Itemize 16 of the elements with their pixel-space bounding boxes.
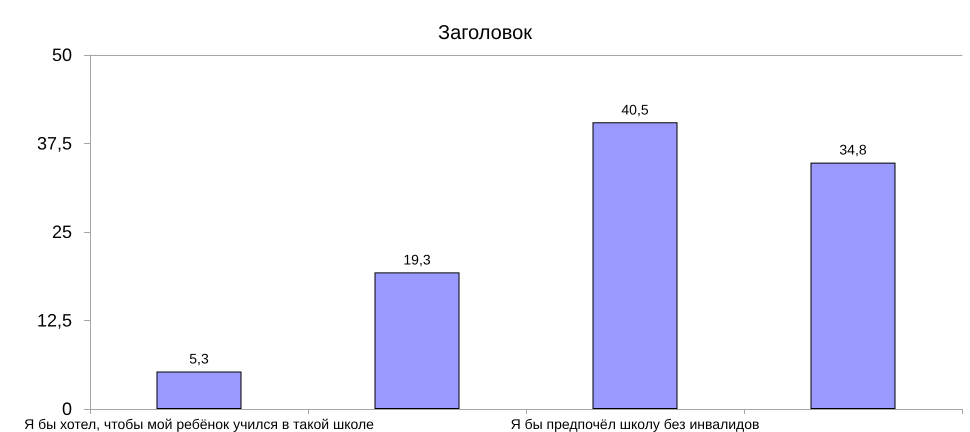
data-label: 34,8 bbox=[839, 142, 867, 158]
y-tick-label: 0 bbox=[62, 399, 72, 419]
y-tick-label: 37,5 bbox=[36, 134, 72, 154]
y-tick-label: 12,5 bbox=[36, 310, 72, 330]
bar bbox=[810, 162, 896, 409]
y-tick-label: 50 bbox=[52, 45, 72, 65]
bar bbox=[156, 371, 242, 409]
x-tick-label: Я бы хотел, чтобы мой ребёнок учился в такой школе bbox=[24, 416, 374, 432]
data-label: 19,3 bbox=[403, 251, 431, 268]
data-label: 40,5 bbox=[621, 101, 649, 118]
chart-title: Заголовок bbox=[438, 22, 532, 44]
x-tick-label: Я бы предпочёл школу без инвалидов bbox=[510, 416, 760, 432]
data-label: 5,3 bbox=[189, 350, 209, 366]
bar bbox=[374, 272, 460, 409]
y-tick-label: 25 bbox=[52, 222, 72, 242]
bar bbox=[592, 122, 678, 409]
